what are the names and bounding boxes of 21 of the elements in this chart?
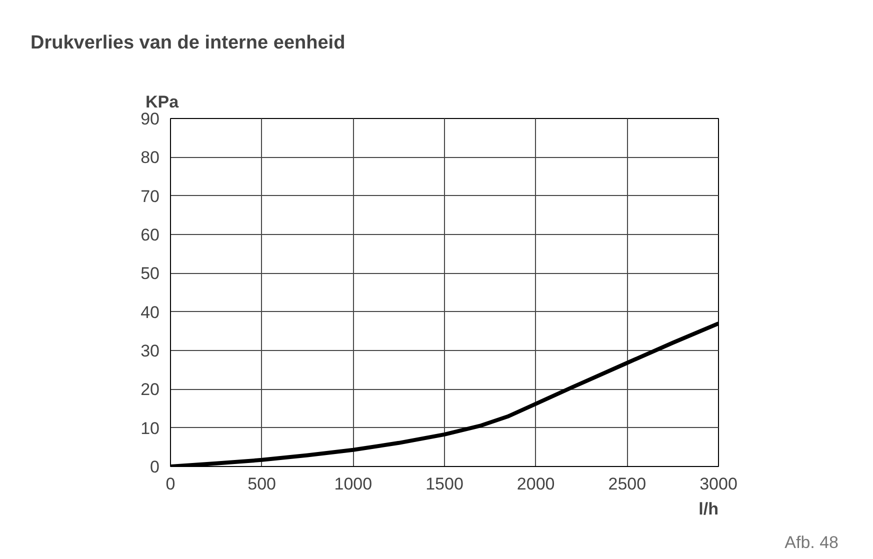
x-tick-label: 3000 xyxy=(700,474,738,494)
x-tick-label: 1500 xyxy=(426,474,464,494)
x-axis-title: l/h xyxy=(698,500,719,518)
y-tick-label: 10 xyxy=(140,418,160,438)
y-tick-label: 70 xyxy=(140,186,160,206)
y-axis-title: KPa xyxy=(146,92,180,112)
y-tick-label: 60 xyxy=(140,226,160,244)
y-tick-label: 20 xyxy=(140,380,160,400)
y-tick-label: 90 xyxy=(140,110,160,128)
y-tick-label: 40 xyxy=(140,302,160,322)
y-tick-label: 50 xyxy=(140,264,160,284)
x-tick-label: 1000 xyxy=(334,474,372,494)
y-tick-label: 30 xyxy=(140,342,160,360)
x-tick-label: 2500 xyxy=(608,474,646,494)
chart-title: Drukverlies van de interne eenheid xyxy=(30,32,346,54)
y-tick-label: 0 xyxy=(150,458,160,476)
text: Afb. 48 xyxy=(784,533,839,552)
x-tick-label: 0 xyxy=(166,474,176,494)
x-tick-label: 2000 xyxy=(516,474,555,494)
x-tick-label: 500 xyxy=(248,474,276,494)
y-tick-label: 80 xyxy=(140,148,160,168)
